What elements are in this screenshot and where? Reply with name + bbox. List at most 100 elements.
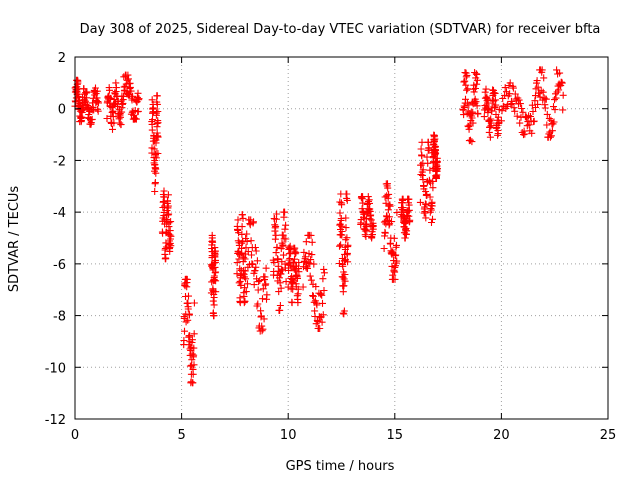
data-point [553, 66, 561, 74]
y-tick-label: 2 [58, 51, 66, 66]
data-point [518, 105, 526, 112]
data-point [93, 87, 101, 95]
data-point [527, 113, 534, 120]
data-point [316, 325, 324, 332]
data-point [541, 104, 549, 112]
data-point [112, 84, 120, 92]
data-point [337, 241, 345, 249]
y-tick-label: -12 [45, 413, 66, 428]
data-point [556, 69, 564, 77]
data-point [83, 88, 91, 96]
data-point [117, 113, 124, 121]
data-point [548, 127, 556, 135]
data-point [186, 311, 193, 319]
data-point [422, 200, 430, 208]
data-point [521, 130, 529, 138]
data-point [184, 305, 192, 313]
data-point [164, 191, 172, 199]
y-axis-label: SDTVAR / TECUs [7, 186, 22, 293]
data-point [242, 288, 250, 296]
data-point [126, 91, 133, 99]
data-point [162, 255, 170, 263]
data-point [405, 206, 413, 214]
data-point [210, 294, 218, 301]
data-point [148, 126, 156, 134]
data-point [385, 213, 393, 221]
data-point [486, 133, 494, 141]
data-point [186, 332, 194, 340]
data-point [106, 86, 113, 94]
data-point [152, 154, 160, 162]
data-point [317, 290, 325, 298]
data-point [160, 187, 168, 195]
data-point [277, 284, 285, 292]
data-point [181, 327, 188, 335]
data-point [473, 80, 481, 88]
data-point [183, 275, 191, 283]
data-point [426, 166, 434, 174]
data-point [72, 97, 80, 105]
data-point [250, 218, 257, 226]
data-point [300, 248, 308, 256]
data-point [336, 209, 344, 217]
data-point [516, 119, 524, 127]
data-point [276, 279, 284, 287]
data-point [319, 311, 327, 319]
data-point [151, 179, 159, 186]
data-point [262, 280, 270, 288]
data-point [543, 121, 551, 129]
data-point [550, 103, 557, 111]
data-point [279, 231, 287, 239]
data-point [273, 210, 281, 218]
data-point [103, 115, 111, 122]
data-point [462, 81, 470, 89]
data-point [186, 345, 194, 353]
data-point [153, 100, 161, 108]
data-point [308, 251, 316, 259]
data-point [273, 243, 281, 251]
data-point [244, 280, 251, 288]
data-point [391, 275, 399, 283]
data-point [465, 125, 473, 133]
data-point [542, 95, 550, 103]
data-point [473, 102, 481, 110]
data-point [164, 197, 172, 205]
data-point [233, 259, 241, 267]
data-point [342, 214, 350, 222]
data-point [250, 281, 258, 289]
data-point [417, 161, 425, 169]
data-point [165, 210, 173, 218]
data-point [307, 256, 315, 264]
data-point [160, 193, 168, 201]
data-point [185, 292, 192, 300]
data-point [109, 125, 116, 133]
data-point [262, 264, 270, 272]
data-point [247, 237, 255, 245]
data-point [309, 292, 317, 300]
y-tick-label: -8 [53, 310, 66, 325]
data-point [559, 106, 567, 114]
data-point [482, 85, 490, 93]
data-point [530, 117, 538, 125]
data-point [388, 218, 395, 226]
data-point [529, 108, 537, 115]
data-point [279, 242, 287, 250]
data-point [115, 115, 123, 123]
data-point [336, 242, 343, 250]
data-point [385, 190, 393, 198]
data-point [236, 265, 244, 273]
data-point [280, 251, 287, 259]
data-point [150, 145, 158, 153]
data-point [190, 351, 198, 359]
data-point [124, 71, 132, 79]
data-point [295, 268, 303, 276]
data-point [320, 265, 328, 273]
data-point [341, 257, 349, 265]
data-point [516, 100, 524, 108]
data-point [338, 201, 346, 209]
data-point [460, 103, 468, 111]
data-point [294, 285, 302, 293]
data-point [552, 94, 560, 102]
data-point [418, 152, 426, 160]
